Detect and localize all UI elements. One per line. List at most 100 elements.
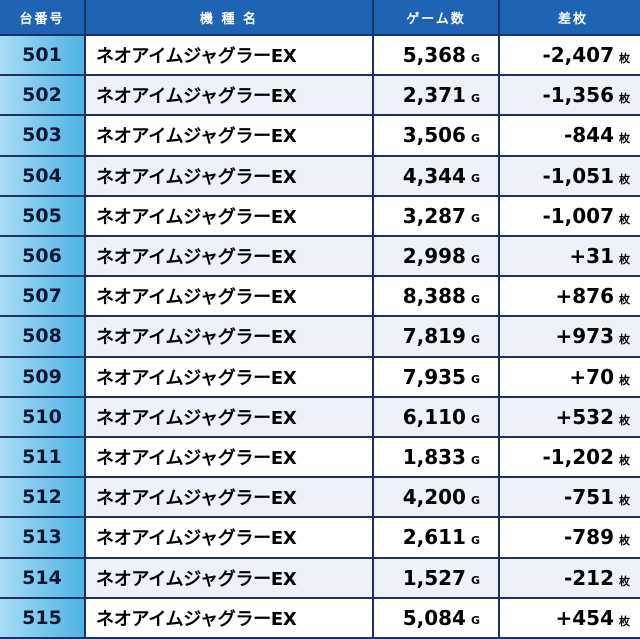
games-unit: G xyxy=(470,533,480,547)
games-unit: G xyxy=(470,453,480,467)
diff-unit: 枚 xyxy=(619,373,630,387)
diff-value: +876 xyxy=(555,284,614,309)
diff-value: -844 xyxy=(563,123,614,148)
header-games: ゲーム数 xyxy=(374,0,498,34)
machine-number: 504 xyxy=(0,156,84,195)
header-diff: 差枚 xyxy=(500,0,640,34)
games-value: 4,200 xyxy=(402,485,466,510)
model-name: ネオアイムジャグラーEX xyxy=(86,156,372,195)
machine-number: 501 xyxy=(0,36,84,75)
games-value: 2,371 xyxy=(402,83,466,108)
games-cell: 3,287 G xyxy=(374,196,498,235)
model-name: ネオアイムジャグラーEX xyxy=(86,598,372,637)
games-unit: G xyxy=(470,172,480,186)
model-name: ネオアイムジャグラーEX xyxy=(86,317,372,356)
machine-number: 512 xyxy=(0,478,84,517)
diff-unit: 枚 xyxy=(619,614,630,628)
machine-number: 515 xyxy=(0,598,84,637)
games-cell: 1,833 G xyxy=(374,438,498,477)
diff-value: +454 xyxy=(555,605,614,630)
diff-value: -1,202 xyxy=(542,445,614,470)
games-unit: G xyxy=(470,51,480,65)
diff-value: -212 xyxy=(563,565,614,590)
diff-cell: -1,356 枚 xyxy=(500,76,640,115)
diff-unit: 枚 xyxy=(619,413,630,427)
games-value: 1,527 xyxy=(402,565,466,590)
games-unit: G xyxy=(470,493,480,507)
games-value: 3,287 xyxy=(402,203,466,228)
model-name: ネオアイムジャグラーEX xyxy=(86,36,372,75)
machine-number: 503 xyxy=(0,116,84,155)
diff-value: -1,007 xyxy=(542,203,614,228)
model-name: ネオアイムジャグラーEX xyxy=(86,558,372,597)
model-name: ネオアイムジャグラーEX xyxy=(86,237,372,276)
diff-unit: 枚 xyxy=(619,293,630,307)
games-value: 6,110 xyxy=(402,404,466,429)
header-model: 機 種 名 xyxy=(86,0,372,34)
diff-unit: 枚 xyxy=(619,212,630,226)
games-value: 8,388 xyxy=(402,284,466,309)
model-name: ネオアイムジャグラーEX xyxy=(86,196,372,235)
games-unit: G xyxy=(470,212,480,226)
diff-value: -751 xyxy=(563,485,614,510)
games-unit: G xyxy=(470,574,480,588)
games-cell: 2,998 G xyxy=(374,237,498,276)
games-cell: 5,368 G xyxy=(374,36,498,75)
model-name: ネオアイムジャグラーEX xyxy=(86,116,372,155)
diff-cell: -1,202 枚 xyxy=(500,438,640,477)
games-value: 4,344 xyxy=(402,163,466,188)
diff-unit: 枚 xyxy=(619,92,630,106)
machine-number: 507 xyxy=(0,277,84,316)
diff-value: -1,051 xyxy=(542,163,614,188)
diff-cell: -212 枚 xyxy=(500,558,640,597)
games-value: 5,084 xyxy=(402,605,466,630)
games-unit: G xyxy=(470,131,480,145)
games-unit: G xyxy=(470,373,480,387)
games-unit: G xyxy=(470,413,480,427)
diff-value: +532 xyxy=(555,404,614,429)
diff-unit: 枚 xyxy=(619,253,630,267)
machine-number: 505 xyxy=(0,196,84,235)
games-cell: 2,611 G xyxy=(374,518,498,557)
diff-cell: +31 枚 xyxy=(500,237,640,276)
diff-value: +973 xyxy=(555,324,614,349)
diff-unit: 枚 xyxy=(619,52,630,66)
games-cell: 7,819 G xyxy=(374,317,498,356)
games-value: 5,368 xyxy=(402,43,466,68)
games-cell: 4,200 G xyxy=(374,478,498,517)
machine-number: 510 xyxy=(0,397,84,436)
diff-unit: 枚 xyxy=(619,172,630,186)
diff-cell: -2,407 枚 xyxy=(500,36,640,75)
machine-number: 508 xyxy=(0,317,84,356)
model-name: ネオアイムジャグラーEX xyxy=(86,357,372,396)
games-cell: 2,371 G xyxy=(374,76,498,115)
diff-value: +31 xyxy=(569,244,614,269)
model-name: ネオアイムジャグラーEX xyxy=(86,277,372,316)
games-cell: 4,344 G xyxy=(374,156,498,195)
diff-cell: -1,007 枚 xyxy=(500,196,640,235)
games-cell: 8,388 G xyxy=(374,277,498,316)
games-value: 2,998 xyxy=(402,244,466,269)
diff-unit: 枚 xyxy=(619,574,630,588)
diff-unit: 枚 xyxy=(619,132,630,146)
machine-number: 502 xyxy=(0,76,84,115)
diff-unit: 枚 xyxy=(619,333,630,347)
diff-cell: -751 枚 xyxy=(500,478,640,517)
diff-cell: +973 枚 xyxy=(500,317,640,356)
diff-unit: 枚 xyxy=(619,494,630,508)
diff-cell: +70 枚 xyxy=(500,357,640,396)
machine-number: 509 xyxy=(0,357,84,396)
games-cell: 5,084 G xyxy=(374,598,498,637)
games-cell: 1,527 G xyxy=(374,558,498,597)
diff-cell: -1,051 枚 xyxy=(500,156,640,195)
model-name: ネオアイムジャグラーEX xyxy=(86,478,372,517)
diff-unit: 枚 xyxy=(619,534,630,548)
diff-cell: +454 枚 xyxy=(500,598,640,637)
games-unit: G xyxy=(470,614,480,628)
diff-value: -2,407 xyxy=(542,43,614,68)
games-value: 2,611 xyxy=(402,525,466,550)
games-cell: 3,506 G xyxy=(374,116,498,155)
model-name: ネオアイムジャグラーEX xyxy=(86,397,372,436)
machine-number: 514 xyxy=(0,558,84,597)
games-value: 7,935 xyxy=(402,364,466,389)
